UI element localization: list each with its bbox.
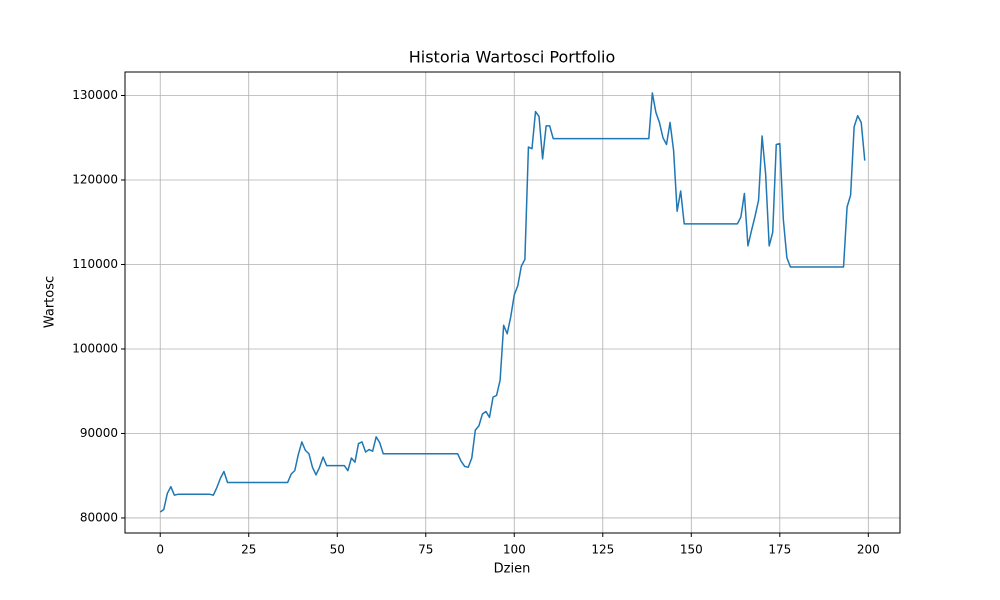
x-tick-label: 25 (241, 543, 256, 557)
x-axis-label: Dzien (494, 562, 531, 577)
y-axis-label: Wartosc (43, 276, 58, 328)
y-tick-label: 120000 (72, 172, 118, 186)
x-tick-label: 200 (857, 543, 880, 557)
y-tick-label: 90000 (80, 426, 118, 440)
y-tick-label: 130000 (72, 88, 118, 102)
data-line (159, 92, 866, 513)
x-tick-label: 100 (503, 543, 526, 557)
plot-frame (124, 71, 901, 534)
chart-title: Historia Wartosci Portfolio (409, 48, 616, 67)
x-tick-label: 175 (768, 543, 791, 557)
x-tick-label: 150 (680, 543, 703, 557)
y-tick-label: 110000 (72, 257, 118, 271)
grid (125, 72, 900, 533)
x-tick-label: 50 (330, 543, 345, 557)
x-tick-label: 0 (156, 543, 164, 557)
x-tick-label: 125 (591, 543, 614, 557)
y-tick-label: 80000 (80, 510, 118, 524)
plot-area (159, 92, 866, 513)
y-tick-label: 100000 (72, 341, 118, 355)
x-tick-label: 75 (418, 543, 433, 557)
